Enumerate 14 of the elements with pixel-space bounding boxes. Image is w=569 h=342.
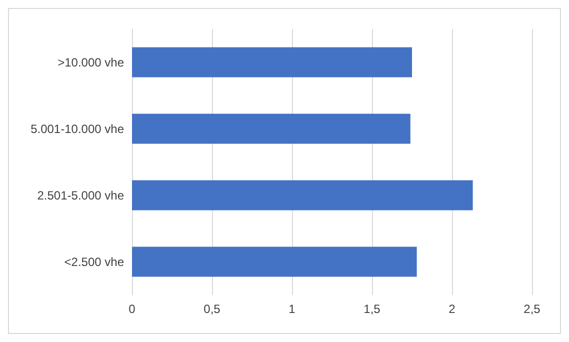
bar [132, 246, 417, 277]
y-tick-label: >10.000 vhe [58, 55, 124, 70]
x-tick-label: 2 [448, 302, 456, 316]
bar [132, 180, 473, 210]
x-tick-label: 1,5 [364, 302, 381, 316]
bar [132, 47, 412, 78]
x-tick-label: 0,5 [204, 302, 221, 316]
bar [132, 114, 410, 144]
y-tick-label: 5.001-10.000 vhe [30, 122, 124, 136]
y-tick-label: <2.500 vhe [64, 254, 124, 269]
x-tick-label: 0 [128, 302, 136, 316]
y-tick-label: 2.501-5.000 vhe [37, 188, 124, 202]
x-tick-label: 1 [288, 302, 296, 316]
x-tick-label: 2,5 [524, 302, 541, 316]
